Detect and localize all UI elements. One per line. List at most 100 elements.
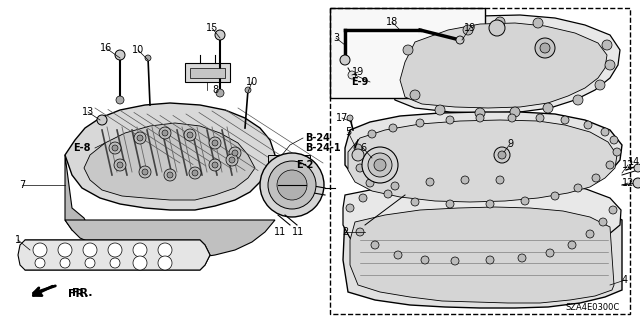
Circle shape bbox=[574, 184, 582, 192]
Polygon shape bbox=[65, 155, 90, 235]
Circle shape bbox=[486, 256, 494, 264]
Circle shape bbox=[498, 151, 506, 159]
Text: 15: 15 bbox=[206, 23, 218, 33]
Circle shape bbox=[134, 132, 146, 144]
Circle shape bbox=[446, 200, 454, 208]
Text: 17: 17 bbox=[336, 113, 348, 123]
Bar bbox=[330, 8, 485, 98]
Circle shape bbox=[586, 230, 594, 238]
Circle shape bbox=[368, 130, 376, 138]
Polygon shape bbox=[18, 240, 210, 270]
Text: 19: 19 bbox=[464, 23, 476, 33]
Text: 1: 1 bbox=[15, 235, 21, 245]
Circle shape bbox=[346, 204, 354, 212]
Text: 10: 10 bbox=[246, 77, 258, 87]
Circle shape bbox=[348, 71, 356, 79]
Circle shape bbox=[561, 116, 569, 124]
Circle shape bbox=[354, 144, 362, 152]
Circle shape bbox=[215, 30, 225, 40]
Circle shape bbox=[489, 20, 505, 36]
Text: SZA4E0300C: SZA4E0300C bbox=[566, 303, 620, 312]
Circle shape bbox=[451, 257, 459, 265]
Circle shape bbox=[60, 258, 70, 268]
Text: 18: 18 bbox=[386, 17, 398, 27]
Circle shape bbox=[189, 167, 201, 179]
Text: 16: 16 bbox=[100, 43, 112, 53]
Text: 14: 14 bbox=[628, 157, 640, 167]
Circle shape bbox=[601, 128, 609, 136]
Circle shape bbox=[573, 95, 583, 105]
Circle shape bbox=[475, 108, 485, 118]
Circle shape bbox=[536, 114, 544, 122]
Circle shape bbox=[584, 121, 592, 129]
Text: 19: 19 bbox=[352, 67, 364, 77]
Circle shape bbox=[110, 258, 120, 268]
Circle shape bbox=[486, 200, 494, 208]
Circle shape bbox=[187, 132, 193, 138]
Circle shape bbox=[35, 258, 45, 268]
Circle shape bbox=[389, 124, 397, 132]
Circle shape bbox=[421, 256, 429, 264]
Polygon shape bbox=[390, 15, 620, 113]
Circle shape bbox=[411, 198, 419, 206]
Text: 6: 6 bbox=[360, 143, 366, 153]
Circle shape bbox=[476, 114, 484, 122]
Circle shape bbox=[551, 192, 559, 200]
Text: 11: 11 bbox=[292, 227, 304, 237]
Text: 12: 12 bbox=[622, 178, 634, 188]
Text: 11: 11 bbox=[274, 227, 286, 237]
Text: 8: 8 bbox=[212, 85, 218, 95]
Circle shape bbox=[109, 142, 121, 154]
Text: FR.: FR. bbox=[68, 289, 88, 299]
Circle shape bbox=[229, 147, 241, 159]
Circle shape bbox=[162, 130, 168, 136]
Circle shape bbox=[139, 166, 151, 178]
Text: 4: 4 bbox=[622, 275, 628, 285]
Circle shape bbox=[229, 157, 235, 163]
Circle shape bbox=[426, 178, 434, 186]
Circle shape bbox=[164, 169, 176, 181]
Circle shape bbox=[456, 36, 464, 44]
Circle shape bbox=[599, 218, 607, 226]
Circle shape bbox=[145, 55, 151, 61]
Text: E-9: E-9 bbox=[351, 77, 369, 87]
Circle shape bbox=[494, 147, 510, 163]
Circle shape bbox=[592, 174, 600, 182]
Polygon shape bbox=[185, 63, 230, 82]
Circle shape bbox=[142, 169, 148, 175]
Circle shape bbox=[232, 150, 238, 156]
Circle shape bbox=[366, 179, 374, 187]
Circle shape bbox=[535, 38, 555, 58]
Circle shape bbox=[403, 45, 413, 55]
Text: 7: 7 bbox=[19, 180, 25, 190]
Polygon shape bbox=[345, 112, 622, 201]
Circle shape bbox=[610, 136, 618, 144]
Circle shape bbox=[356, 228, 364, 236]
Circle shape bbox=[245, 87, 251, 93]
Circle shape bbox=[602, 40, 612, 50]
Text: 10: 10 bbox=[132, 45, 144, 55]
Circle shape bbox=[613, 148, 621, 156]
Text: B-24: B-24 bbox=[305, 133, 330, 143]
Circle shape bbox=[184, 129, 196, 141]
Circle shape bbox=[158, 256, 172, 270]
Circle shape bbox=[112, 145, 118, 151]
Circle shape bbox=[192, 170, 198, 176]
Circle shape bbox=[410, 90, 420, 100]
Circle shape bbox=[394, 251, 402, 259]
Text: E-2: E-2 bbox=[296, 160, 314, 170]
Circle shape bbox=[356, 164, 364, 172]
Circle shape bbox=[634, 164, 640, 172]
Circle shape bbox=[359, 194, 367, 202]
Text: 13: 13 bbox=[82, 107, 94, 117]
Text: 12: 12 bbox=[622, 160, 634, 170]
Text: FR.: FR. bbox=[72, 288, 93, 298]
Polygon shape bbox=[400, 23, 607, 108]
Polygon shape bbox=[343, 200, 622, 308]
Circle shape bbox=[446, 116, 454, 124]
Circle shape bbox=[340, 55, 350, 65]
Circle shape bbox=[133, 243, 147, 257]
Circle shape bbox=[137, 135, 143, 141]
Text: B-24-1: B-24-1 bbox=[305, 143, 340, 153]
Circle shape bbox=[546, 249, 554, 257]
